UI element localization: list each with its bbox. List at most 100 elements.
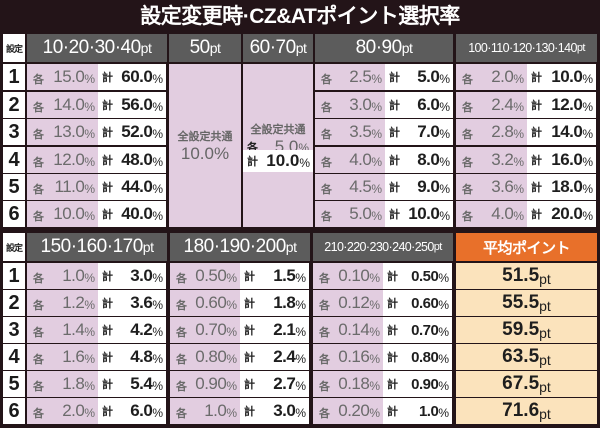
total-cell: 計 4.8% [98, 344, 166, 370]
each-label: 各 [462, 157, 473, 169]
percent-sign: % [298, 141, 309, 155]
percent-sign: % [369, 324, 380, 339]
percent-sign: % [439, 71, 450, 86]
total-label: 計 [387, 298, 398, 310]
pt-unit: pt [576, 42, 586, 54]
total-value: 4.8 [130, 347, 153, 366]
total-label: 計 [531, 182, 542, 194]
percent-sign: % [438, 324, 449, 339]
percent-sign: % [439, 208, 450, 223]
merged-total-box: 計 10.0 % [243, 150, 313, 172]
percent-sign: % [371, 154, 382, 169]
total-cell: 計 10.0% [385, 201, 453, 227]
setting-number: 1 [3, 263, 25, 289]
each-label: 各 [321, 157, 332, 169]
each-cell: 各 3.6% [456, 174, 527, 200]
each-label: 各 [321, 102, 332, 114]
each-label: 各 [33, 327, 44, 339]
pt-unit: pt [539, 351, 551, 368]
total-label: 計 [387, 406, 398, 418]
each-value: 3.0 [349, 95, 372, 114]
percent-sign: % [152, 71, 163, 86]
percent-sign: % [295, 405, 306, 420]
setting-number: 3 [3, 119, 25, 145]
percent-sign: % [84, 208, 95, 223]
each-cell: 各 3.0% [315, 92, 385, 118]
total-value: 1.5 [273, 266, 296, 285]
col-header-50pt: 50 pt [169, 34, 241, 62]
total-label: 計 [531, 127, 542, 139]
total-label: 計 [387, 379, 398, 391]
percent-sign: % [438, 297, 449, 312]
average-value: 67.5 [502, 373, 540, 394]
percent-sign: % [152, 270, 163, 285]
pt-unit: pt [539, 297, 551, 314]
setting-number: 4 [3, 344, 25, 370]
each-label: 各 [321, 129, 332, 141]
each-cell: 各 3.5% [315, 119, 385, 145]
setting-number: 3 [3, 317, 25, 343]
average-value: 71.6 [502, 400, 540, 421]
percent-sign: % [513, 154, 524, 169]
total-value: 2.4 [273, 347, 296, 366]
average-points-cell: 71.6 pt [456, 398, 597, 424]
percent-sign: % [439, 99, 450, 114]
each-value: 2.5 [349, 67, 372, 86]
total-cell: 計 6.0% [98, 398, 166, 424]
each-value: 1.4 [62, 320, 85, 339]
each-label: 各 [462, 74, 473, 86]
all-settings-label: 全設定共通 [250, 123, 306, 136]
total-value: 0.60 [411, 294, 439, 312]
setting-header: 設定 [3, 34, 25, 62]
total-value: 6.0 [130, 401, 153, 420]
average-value: 63.5 [502, 346, 540, 367]
each-cell: 各 1.6% [27, 344, 98, 370]
each-value: 4.5 [349, 177, 372, 196]
percent-sign: % [582, 154, 593, 169]
each-cell: 各 4.0% [315, 147, 385, 173]
each-label: 各 [176, 354, 187, 366]
each-label: 各 [319, 354, 330, 366]
each-cell: 各 2.5% [315, 64, 385, 90]
total-value: 16.0 [551, 150, 583, 169]
percent-sign: % [84, 71, 95, 86]
percent-sign: % [226, 378, 237, 393]
total-label: 計 [102, 298, 113, 310]
percent-sign: % [152, 181, 163, 196]
percent-sign: % [299, 155, 310, 170]
percent-sign: % [226, 351, 237, 366]
each-value: 2.4 [491, 95, 514, 114]
average-points-cell: 55.5 pt [456, 290, 597, 316]
each-value: 3.6 [491, 177, 514, 196]
total-value: 10.0 [266, 151, 300, 170]
total-cell: 計 4.2% [98, 317, 166, 343]
header-text: 180·190·200 [183, 236, 287, 257]
total-value: 14.0 [551, 122, 583, 141]
each-label: 各 [176, 327, 187, 339]
percent-sign: % [84, 405, 95, 420]
total-cell: 計 0.60% [383, 290, 452, 316]
each-value: 0.90 [195, 374, 227, 393]
total-cell: 計 44.0% [98, 174, 166, 200]
average-value: 59.5 [502, 319, 540, 340]
each-cell: 各 0.14% [313, 317, 383, 343]
each-label: 各 [176, 408, 187, 420]
percent-sign: % [152, 154, 163, 169]
total-label: 計 [389, 127, 400, 139]
header-text: 80·90 [355, 37, 403, 58]
percent-sign: % [513, 71, 524, 86]
total-label: 計 [389, 209, 400, 221]
each-value: 14.0 [53, 95, 85, 114]
each-value: 0.14 [338, 320, 370, 339]
total-label: 計 [102, 325, 113, 337]
total-value: 56.0 [121, 95, 153, 114]
each-label: 各 [319, 381, 330, 393]
percent-sign: % [369, 405, 380, 420]
each-value: 12.0 [53, 150, 85, 169]
each-label: 各 [33, 381, 44, 393]
total-value: 5.4 [130, 374, 153, 393]
setting-number: 4 [3, 147, 25, 173]
setting-header: 設定 [3, 233, 25, 261]
each-cell: 各 1.8% [27, 371, 98, 397]
percent-sign: % [371, 99, 382, 114]
